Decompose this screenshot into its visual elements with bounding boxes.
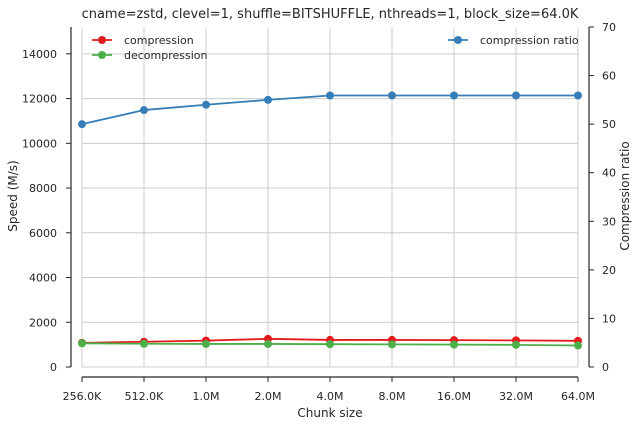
y2-tick-label: 20 — [602, 264, 616, 277]
point-compression-ratio — [388, 91, 396, 100]
x-tick-label: 32.0M — [499, 390, 533, 403]
point-decompression — [574, 341, 582, 350]
y-tick-label: 4000 — [29, 272, 57, 285]
point-decompression — [388, 340, 396, 349]
grid — [81, 27, 579, 368]
x-tick-label: 8.0M — [379, 390, 406, 403]
point-decompression — [202, 339, 210, 348]
x-tick-label: 16.0M — [437, 390, 471, 403]
x-tick-label: 512.0K — [125, 390, 164, 403]
point-decompression — [264, 339, 272, 348]
y2-tick-label: 60 — [602, 70, 616, 83]
legend-right: compression ratio — [448, 34, 579, 47]
point-compression-ratio — [512, 91, 520, 100]
point-compression-ratio — [264, 95, 272, 104]
y2-tick-label: 50 — [602, 118, 616, 131]
x-tick-label: 4.0M — [317, 390, 344, 403]
y-axis-label: Speed (M/s) — [6, 160, 20, 231]
point-decompression — [326, 340, 334, 349]
y2-tick-label: 40 — [602, 167, 616, 180]
point-compression-ratio — [78, 120, 86, 129]
y-tick-label: 0 — [50, 361, 57, 374]
legend-label-compression-ratio: compression ratio — [480, 34, 579, 47]
x-tick-label: 2.0M — [255, 390, 282, 403]
x-tick-label: 256.0K — [63, 390, 102, 403]
point-compression-ratio — [326, 91, 334, 100]
y-tick-label: 12000 — [22, 93, 57, 106]
legend-label-decompression: decompression — [124, 49, 208, 62]
legend-label-compression: compression — [124, 34, 194, 47]
chart-title: cname=zstd, clevel=1, shuffle=BITSHUFFLE… — [82, 7, 579, 22]
point-compression-ratio — [202, 100, 210, 109]
legend-marker-decompression — [98, 51, 106, 59]
x-axis-label: Chunk size — [297, 406, 362, 420]
y-tick-label: 14000 — [22, 48, 57, 61]
y-tick-label: 6000 — [29, 227, 57, 240]
y2-tick-label: 70 — [602, 21, 616, 34]
legend-marker-compression-ratio — [454, 36, 462, 44]
x-tick-label: 64.0M — [561, 390, 595, 403]
point-compression-ratio — [450, 91, 458, 100]
y2-tick-label: 30 — [602, 215, 616, 228]
point-decompression — [140, 339, 148, 348]
point-decompression — [512, 340, 520, 349]
y-tick-label: 2000 — [29, 316, 57, 329]
point-decompression — [450, 340, 458, 349]
legend-left: compression decompression — [92, 34, 208, 62]
axes: 0 2000 4000 6000 8000 10000 12000 14000 0 10 20 30 4… — [22, 21, 616, 403]
series-layer — [78, 91, 582, 350]
y2-tick-label: 10 — [602, 312, 616, 325]
point-decompression — [78, 339, 86, 348]
y-tick-label: 10000 — [22, 137, 57, 150]
y2-tick-label: 0 — [602, 361, 609, 374]
point-compression-ratio — [140, 106, 148, 115]
x-tick-label: 1.0M — [193, 390, 220, 403]
legend-marker-compression — [98, 36, 106, 44]
point-compression-ratio — [574, 91, 582, 100]
y-tick-label: 8000 — [29, 182, 57, 195]
y2-axis-label: Compression ratio — [618, 141, 632, 250]
